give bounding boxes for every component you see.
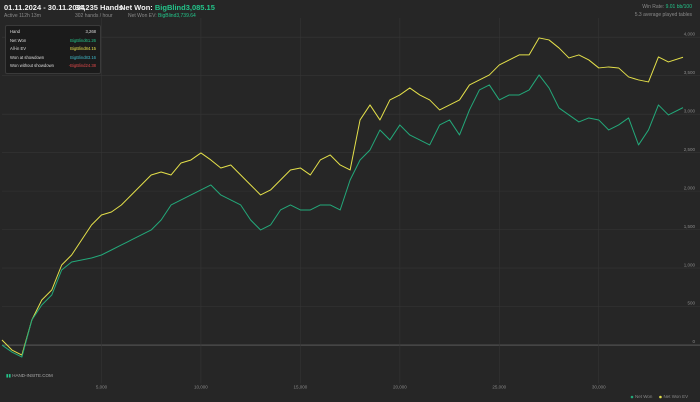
tooltip-label: Hand xyxy=(10,29,21,34)
label: Win Rate: xyxy=(642,4,665,10)
series-line xyxy=(1,74,684,358)
tooltip-label: Won at showdown xyxy=(10,54,45,60)
value: 9.01 bb/100 xyxy=(665,4,692,10)
y-tick-label: 4,000 xyxy=(684,31,696,36)
tables: 5.3 average played tables xyxy=(634,12,692,18)
tooltip-label: Net Won xyxy=(10,37,27,43)
tooltip-value: BigBlind84.15 xyxy=(70,46,96,52)
x-tick-label: 25,000 xyxy=(492,385,506,390)
tooltip-value: -BigBlind24.38 xyxy=(68,63,96,69)
tooltip-value: BigBlind83.16 xyxy=(70,54,96,60)
logo-icon: ▮▮ xyxy=(6,373,11,378)
legend-swatch xyxy=(630,395,634,399)
x-tick-label: 10,000 xyxy=(194,385,208,390)
value: BigBlind3,739.64 xyxy=(158,13,196,19)
label: Net Won: xyxy=(120,3,153,12)
x-tick-label: 30,000 xyxy=(592,385,606,390)
tooltip-row: Won at showdown BigBlind83.16 xyxy=(10,54,96,63)
legend-label: Net Won EV xyxy=(663,394,688,399)
net-won: Net Won: BigBlind3,085.15 xyxy=(120,3,215,12)
tooltip-label: Won without showdown xyxy=(10,63,54,69)
y-tick-label: 500 xyxy=(687,301,695,306)
net-won-ev: Net Won EV: BigBlind3,739.64 xyxy=(128,13,196,19)
hands-per-hour: 302 hands / hour xyxy=(75,13,113,19)
label: Net Won EV: xyxy=(128,13,157,19)
active-time: Active 112h 13m xyxy=(4,13,41,19)
logo-text: HAND-INSITE.COM xyxy=(12,373,53,378)
tooltip-value: BigBlind61.26 xyxy=(70,37,96,43)
win-rate: Win Rate: 9.01 bb/100 xyxy=(642,4,692,10)
x-tick-label: 15,000 xyxy=(293,385,307,390)
value: BigBlind3,085.15 xyxy=(154,3,215,12)
y-tick-label: 2,500 xyxy=(684,147,696,152)
tooltip-value: 3,268 xyxy=(85,29,96,34)
tooltip-row: All-in EV BigBlind84.15 xyxy=(10,45,96,54)
tooltip-row: Net Won BigBlind61.26 xyxy=(10,37,96,46)
legend-swatch xyxy=(659,395,662,399)
logo: ▮▮ HAND-INSITE.COM xyxy=(6,373,53,379)
y-tick-label: 0 xyxy=(692,339,695,344)
x-tick-label: 20,000 xyxy=(393,385,407,390)
y-tick-label: 3,500 xyxy=(684,70,696,75)
series-line xyxy=(1,37,684,356)
hands: 34,235 Hands xyxy=(75,3,123,12)
tooltip-row: Hand 3,268 xyxy=(10,28,96,37)
x-tick-label: 5,000 xyxy=(96,385,108,390)
period: 01.11.2024 - 30.11.2024 xyxy=(4,3,85,12)
tooltip: Hand 3,268 Net Won BigBlind61.26 All-in EV Bi… xyxy=(5,25,101,74)
y-tick-label: 3,000 xyxy=(684,108,696,113)
tooltip-label: All-in EV xyxy=(10,46,27,52)
legend-label: Net Won xyxy=(635,394,653,399)
y-tick-label: 2,000 xyxy=(684,185,696,190)
tooltip-row: Won without showdown -BigBlind24.38 xyxy=(10,62,96,71)
y-tick-label: 1,500 xyxy=(684,224,696,229)
y-tick-label: 1,000 xyxy=(684,262,696,267)
